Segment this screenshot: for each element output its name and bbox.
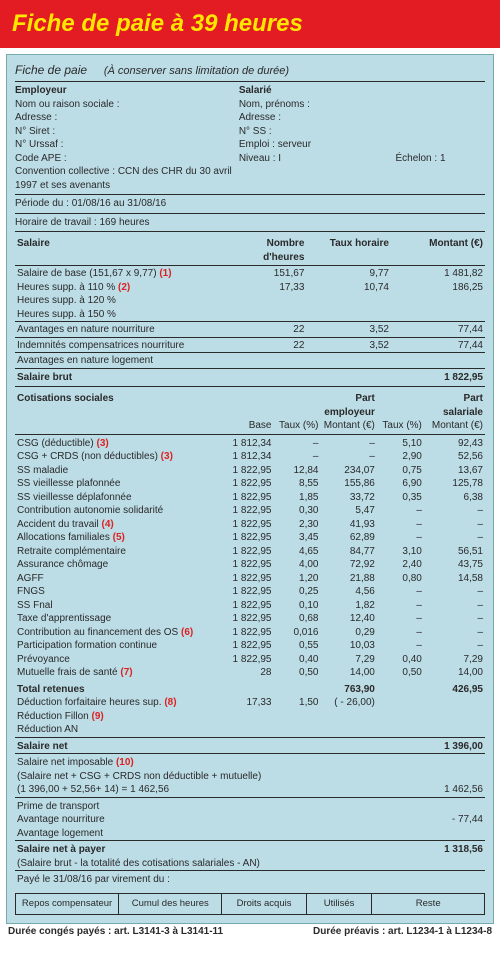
netpay-amount: 1 318,56 bbox=[424, 841, 485, 857]
employer-col: Employeur Nom ou raison sociale : Adress… bbox=[15, 84, 239, 192]
imposable-l1: Salaire net imposable (10) bbox=[15, 754, 424, 770]
employee-f2: N° SS : bbox=[239, 125, 396, 139]
cotisation-row: Retraite complémentaire 1 822,95 4,65 84… bbox=[15, 545, 485, 559]
cot-base: Base bbox=[217, 419, 273, 434]
employee-col2: Échelon : 1 bbox=[395, 84, 485, 192]
cotisations-table: Cotisations sociales Part employeur Part… bbox=[15, 389, 485, 887]
worktime: Horaire de travail : 169 heures bbox=[15, 216, 485, 230]
ft-c2: Droits acquis bbox=[222, 893, 306, 915]
netpay-calc: (Salaire brut - la totalité des cotisati… bbox=[15, 857, 485, 871]
payslip-sheet: Fiche de paie (À conserver sans limitati… bbox=[6, 54, 494, 924]
totret-emp: 763,90 bbox=[320, 680, 376, 697]
imposable-l2: (Salaire net + CSG + CRDS non déductible… bbox=[15, 770, 485, 784]
employee-col: Salarié Nom, prénoms : Adresse : N° SS :… bbox=[239, 84, 396, 192]
cotisation-row: Contribution au financement des OS (6) 1… bbox=[15, 626, 485, 640]
note1: Durée congés payés : art. L3141-3 à L314… bbox=[8, 926, 223, 937]
netpay-label: Salaire net à payer bbox=[15, 841, 217, 857]
employee-niveau: Niveau : I bbox=[239, 152, 396, 166]
extra-row: Avantage nourriture - 77,44 bbox=[15, 813, 485, 827]
cot-te: Taux (%) bbox=[273, 419, 320, 434]
salary-table: Salaire Nombre d'heures Taux horaire Mon… bbox=[15, 234, 485, 384]
employer-f0: Nom ou raison sociale : bbox=[15, 98, 239, 112]
paid-line: Payé le 31/08/16 par virement du : bbox=[15, 871, 485, 887]
cotisation-row: CSG (déductible) (3) 1 812,34 – – 5,10 9… bbox=[15, 434, 485, 450]
period-block: Période du : 01/08/16 au 31/08/16 Horair… bbox=[15, 197, 485, 229]
employee-f0: Nom, prénoms : bbox=[239, 98, 396, 112]
period: Période du : 01/08/16 au 31/08/16 bbox=[15, 197, 485, 211]
ft-c0: Repos compensateur bbox=[16, 893, 119, 915]
cot-ms: Montant (€) bbox=[424, 419, 485, 434]
title-banner: Fiche de paie à 39 heures bbox=[0, 0, 500, 48]
footer-notes: Durée congés payés : art. L3141-3 à L314… bbox=[0, 924, 500, 943]
net-amount: 1 396,00 bbox=[424, 737, 485, 754]
cotisation-row: FNGS 1 822,95 0,25 4,56 – – bbox=[15, 585, 485, 599]
ft-c3: Utilisés bbox=[306, 893, 372, 915]
ft-c4: Reste bbox=[372, 893, 485, 915]
cotisation-row: SS maladie 1 822,95 12,84 234,07 0,75 13… bbox=[15, 464, 485, 478]
deduction-row: Réduction Fillon (9) bbox=[15, 710, 485, 724]
extra-row: Prime de transport bbox=[15, 797, 485, 813]
cotisation-row: CSG + CRDS (non déductibles) (3) 1 812,3… bbox=[15, 450, 485, 464]
ft-c1: Cumul des heures bbox=[119, 893, 222, 915]
cotisation-row: Assurance chômage 1 822,95 4,00 72,92 2,… bbox=[15, 558, 485, 572]
salary-row: Heures supp. à 150 % bbox=[15, 308, 485, 322]
cotisation-row: Taxe d'apprentissage 1 822,95 0,68 12,40… bbox=[15, 612, 485, 626]
imposable-l3: (1 396,00 + 52,56+ 14) = 1 462,56 bbox=[15, 783, 424, 797]
deduction-row: Déduction forfaitaire heures sup. (8) 17… bbox=[15, 696, 485, 710]
employer-f3: N° Urssaf : bbox=[15, 138, 239, 152]
deduction-row: Réduction AN bbox=[15, 723, 485, 737]
sal-h2: Taux horaire bbox=[306, 234, 391, 266]
salary-row: Heures supp. à 120 % bbox=[15, 294, 485, 308]
cotisation-row: Contribution autonomie solidarité 1 822,… bbox=[15, 504, 485, 518]
employer-f2: N° Siret : bbox=[15, 125, 239, 139]
cotisation-row: AGFF 1 822,95 1,20 21,88 0,80 14,58 bbox=[15, 572, 485, 586]
cot-sal: Part salariale bbox=[424, 389, 485, 419]
salary-row: Heures supp. à 110 % (2) 17,33 10,74 186… bbox=[15, 281, 485, 295]
cotisation-row: Accident du travail (4) 1 822,95 2,30 41… bbox=[15, 518, 485, 532]
salary-row: Avantages en nature nourriture 22 3,52 7… bbox=[15, 322, 485, 338]
employee-echelon: Échelon : 1 bbox=[395, 152, 485, 166]
cot-ts: Taux (%) bbox=[377, 419, 424, 434]
cotisation-row: Allocations familiales (5) 1 822,95 3,45… bbox=[15, 531, 485, 545]
salary-row: Avantages en nature logement bbox=[15, 353, 485, 369]
cotisation-row: Prévoyance 1 822,95 0,40 7,29 0,40 7,29 bbox=[15, 653, 485, 667]
imposable-m: 1 462,56 bbox=[424, 783, 485, 797]
brut-label: Salaire brut bbox=[15, 368, 222, 384]
sal-h3: Montant (€) bbox=[391, 234, 485, 266]
doc-subtitle: (À conserver sans limitation de durée) bbox=[104, 65, 289, 77]
employer-f1: Adresse : bbox=[15, 111, 239, 125]
cot-me: Montant (€) bbox=[320, 419, 376, 434]
employer-f4: Code APE : bbox=[15, 152, 239, 166]
sal-h1: Nombre d'heures bbox=[222, 234, 307, 266]
net-label: Salaire net bbox=[15, 737, 217, 754]
page-title: Fiche de paie à 39 heures bbox=[12, 10, 488, 38]
cot-emp: Part employeur bbox=[320, 389, 376, 419]
cotisation-row: Participation formation continue 1 822,9… bbox=[15, 639, 485, 653]
info-block: Employeur Nom ou raison sociale : Adress… bbox=[15, 84, 485, 192]
employer-head: Employeur bbox=[15, 85, 67, 96]
title-line: Fiche de paie (À conserver sans limitati… bbox=[15, 59, 485, 79]
note2: Durée préavis : art. L1234-1 à L1234-8 bbox=[313, 926, 492, 937]
employee-f3: Emploi : serveur bbox=[239, 138, 396, 152]
cotisation-row: SS Fnal 1 822,95 0,10 1,82 – – bbox=[15, 599, 485, 613]
sal-h0: Salaire bbox=[15, 234, 222, 266]
extra-row: Avantage logement bbox=[15, 827, 485, 841]
brut-amount: 1 822,95 bbox=[391, 368, 485, 384]
salary-row: Indemnités compensatrices nourriture 22 … bbox=[15, 337, 485, 353]
totret-sal: 426,95 bbox=[424, 680, 485, 697]
cotisation-row: Mutuelle frais de santé (7) 28 0,50 14,0… bbox=[15, 666, 485, 680]
employee-f1: Adresse : bbox=[239, 111, 396, 125]
footer-table: Repos compensateur Cumul des heures Droi… bbox=[15, 893, 485, 916]
cotisation-row: SS vieillesse plafonnée 1 822,95 8,55 15… bbox=[15, 477, 485, 491]
totret-label: Total retenues bbox=[15, 680, 217, 697]
cot-h1: Cotisations sociales bbox=[15, 389, 217, 419]
salary-row: Salaire de base (151,67 x 9,77) (1) 151,… bbox=[15, 266, 485, 281]
cotisation-row: SS vieillesse déplafonnée 1 822,95 1,85 … bbox=[15, 491, 485, 505]
ccn: Convention collective : CCN des CHR du 3… bbox=[15, 165, 239, 192]
employee-head: Salarié bbox=[239, 85, 272, 96]
doc-title: Fiche de paie bbox=[15, 63, 87, 77]
